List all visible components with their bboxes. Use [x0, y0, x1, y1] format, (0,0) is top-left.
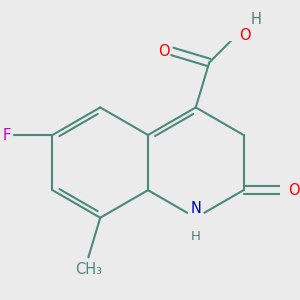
Text: CH₃: CH₃ — [75, 262, 102, 277]
Text: O: O — [158, 44, 170, 59]
Text: O: O — [239, 28, 250, 43]
Text: F: F — [2, 128, 11, 142]
Text: O: O — [288, 183, 300, 198]
Text: H: H — [191, 230, 201, 243]
Text: H: H — [250, 12, 261, 27]
Text: N: N — [190, 201, 201, 216]
